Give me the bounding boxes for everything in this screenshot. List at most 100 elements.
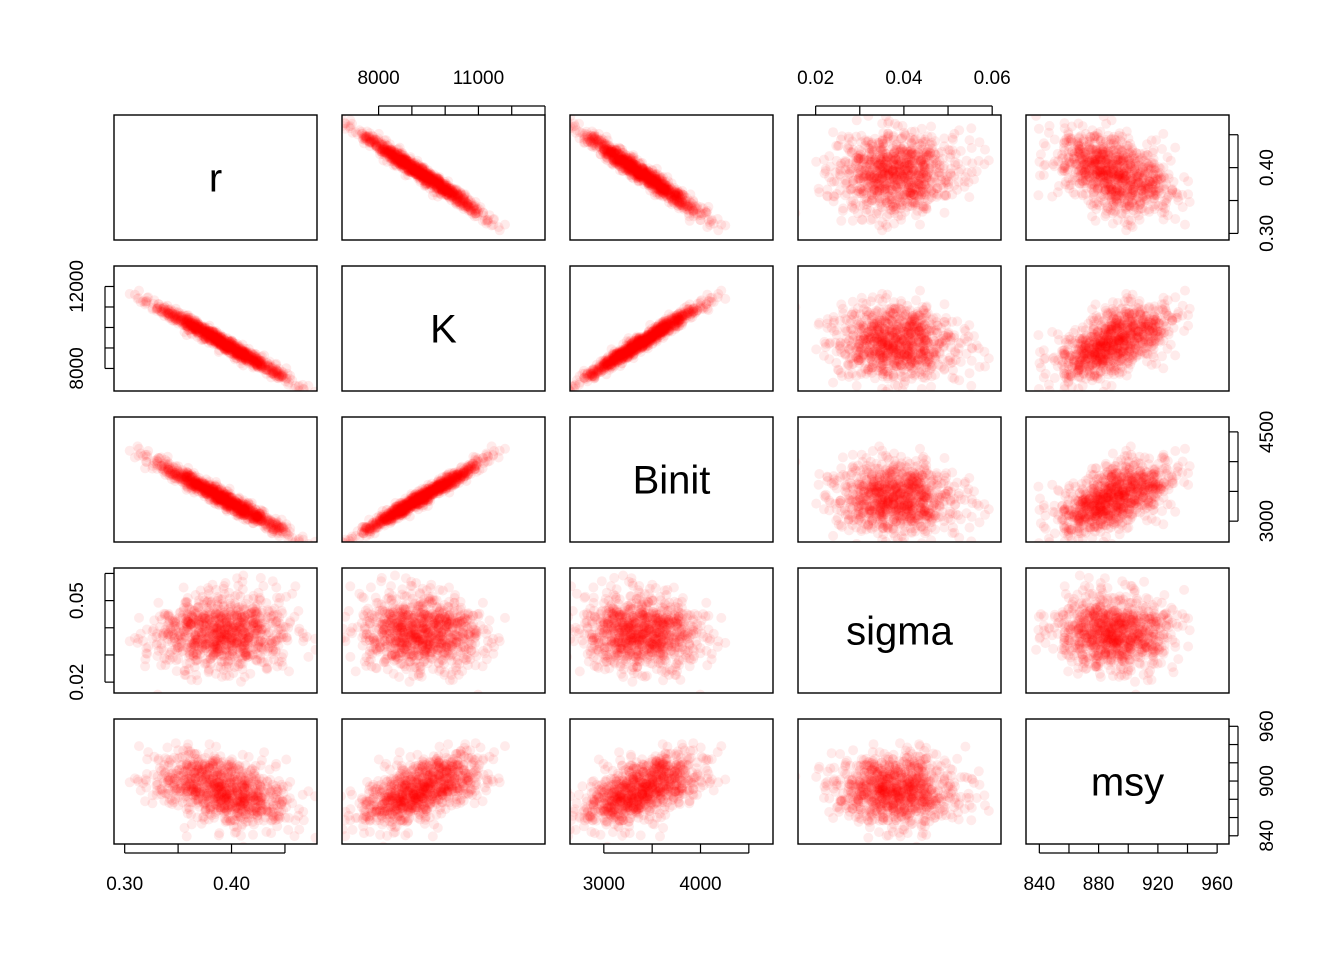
data-point <box>364 130 375 141</box>
data-point <box>601 138 612 149</box>
data-point <box>591 142 602 153</box>
data-point <box>399 158 410 169</box>
data-point <box>484 210 495 221</box>
data-point <box>437 179 447 189</box>
data-point <box>947 189 958 200</box>
data-point <box>441 185 452 195</box>
data-point <box>1158 162 1169 173</box>
data-point <box>1094 171 1105 182</box>
data-point <box>1120 171 1131 182</box>
data-point <box>262 360 273 371</box>
data-point <box>382 149 393 160</box>
data-point <box>891 144 902 155</box>
data-point <box>424 173 435 184</box>
data-point <box>940 175 951 185</box>
data-point <box>1100 134 1111 145</box>
data-point <box>401 154 412 165</box>
data-point <box>1104 158 1115 169</box>
data-point <box>1131 156 1142 167</box>
data-point <box>854 144 865 155</box>
data-point <box>933 148 944 159</box>
data-point <box>907 166 918 176</box>
data-point <box>1104 189 1115 200</box>
data-point <box>632 169 643 180</box>
data-point <box>616 155 627 166</box>
data-point <box>675 187 686 198</box>
data-point <box>641 167 652 178</box>
data-point <box>866 173 877 184</box>
data-point <box>1153 162 1164 173</box>
data-point <box>347 118 357 129</box>
data-point <box>219 339 229 350</box>
data-point <box>919 157 930 168</box>
data-point <box>1125 179 1136 190</box>
data-point <box>910 200 921 211</box>
data-point <box>1114 130 1124 141</box>
data-point <box>628 155 639 166</box>
data-point <box>878 138 889 149</box>
data-point <box>620 150 631 160</box>
data-point <box>921 147 932 158</box>
data-point <box>619 159 630 170</box>
data-point <box>1073 138 1084 149</box>
data-point <box>681 195 692 206</box>
data-point <box>231 350 242 361</box>
data-point <box>896 197 907 207</box>
data-point <box>615 165 625 176</box>
data-point <box>921 149 932 160</box>
data-point <box>1102 169 1112 180</box>
data-point <box>877 163 888 173</box>
data-point <box>466 199 477 210</box>
data-point <box>863 183 874 194</box>
data-point <box>1152 175 1163 186</box>
data-point <box>891 162 902 173</box>
data-point <box>405 154 416 164</box>
data-point <box>628 163 639 173</box>
data-point <box>364 141 375 152</box>
data-point <box>449 191 459 201</box>
data-point <box>255 360 266 370</box>
data-point <box>600 145 611 155</box>
data-point <box>1063 180 1074 191</box>
data-point <box>625 160 636 171</box>
data-point <box>642 179 653 189</box>
data-point <box>890 158 901 169</box>
data-point <box>861 204 872 215</box>
data-point <box>858 185 869 196</box>
data-point <box>612 148 623 159</box>
data-point <box>420 180 431 191</box>
data-point <box>386 145 397 156</box>
data-point <box>419 168 430 179</box>
data-point <box>1088 164 1099 175</box>
data-point <box>880 162 891 173</box>
data-point <box>932 183 943 194</box>
data-point <box>858 172 869 183</box>
data-point <box>637 163 648 173</box>
data-point <box>897 165 908 176</box>
data-point <box>649 187 660 198</box>
data-point <box>1122 183 1133 194</box>
data-point <box>1101 155 1112 166</box>
data-point <box>441 186 452 197</box>
data-point <box>424 174 435 185</box>
data-point <box>440 181 451 191</box>
data-point <box>875 160 886 170</box>
data-point <box>941 190 952 201</box>
data-point <box>1082 152 1093 163</box>
data-point <box>1172 189 1183 200</box>
data-point <box>1072 146 1082 157</box>
data-point <box>886 184 897 195</box>
data-point <box>427 173 438 184</box>
data-point <box>626 163 637 174</box>
data-point <box>369 134 380 145</box>
data-point <box>669 187 680 198</box>
data-point <box>874 187 885 198</box>
data-point <box>831 155 842 166</box>
data-point <box>1092 167 1103 178</box>
data-point <box>625 160 635 171</box>
data-point <box>902 193 913 204</box>
data-point <box>439 185 450 196</box>
data-point <box>385 144 395 155</box>
data-point <box>414 164 425 175</box>
data-point <box>880 201 891 212</box>
